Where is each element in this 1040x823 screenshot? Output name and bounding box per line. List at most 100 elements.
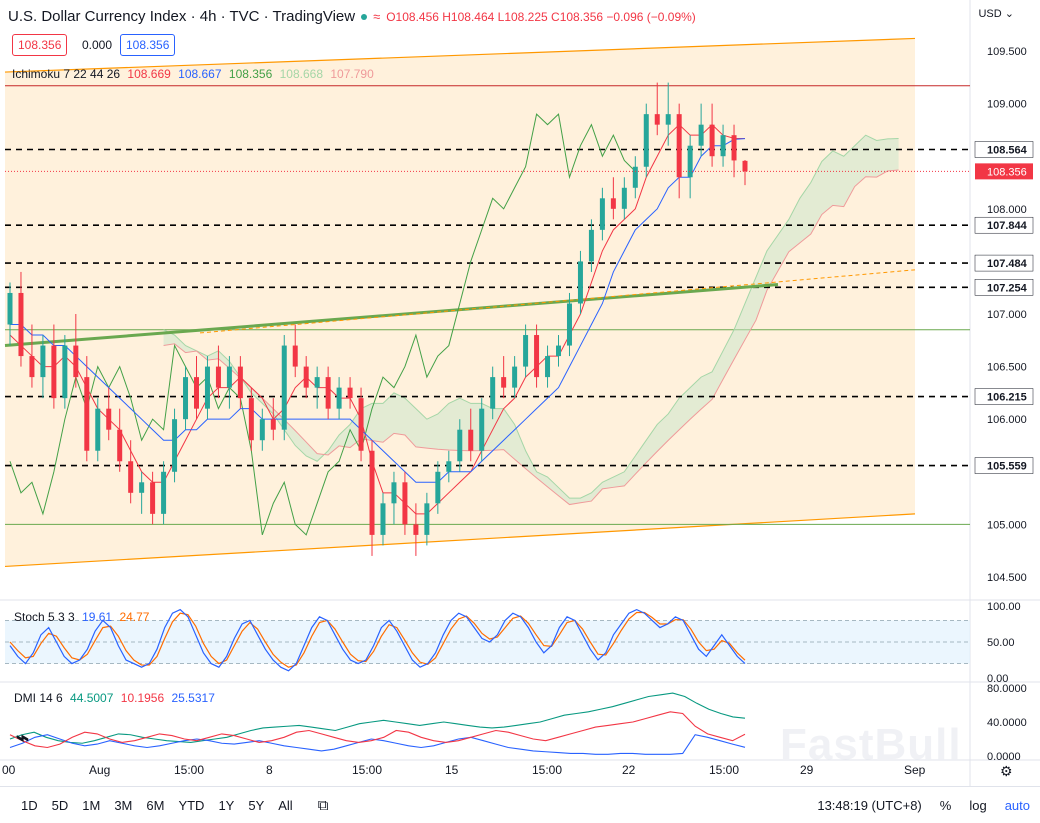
- stoch-d-line: [9, 611, 746, 668]
- ichimoku-legend[interactable]: Ichimoku 7 22 44 26 108.669 108.667 108.…: [12, 67, 374, 81]
- price-axis-tick: 109.000: [987, 99, 1027, 111]
- ichimoku-tenkan: [9, 123, 746, 515]
- candle-body: [698, 124, 704, 146]
- candle-body: [435, 471, 441, 504]
- buy-price-badge[interactable]: 108.356: [120, 34, 176, 56]
- chevron-down-icon: ⌄: [1004, 8, 1014, 20]
- candle-body: [523, 335, 529, 367]
- candle-body: [18, 292, 24, 357]
- candle-body: [336, 387, 342, 409]
- candle-body: [599, 198, 605, 230]
- candle-body: [117, 429, 123, 462]
- dmi-legend[interactable]: DMI 14 6 44.5007 10.1956 25.5317: [14, 691, 215, 705]
- candle-body: [84, 377, 90, 451]
- candle-body: [40, 345, 46, 378]
- timeframe-6m[interactable]: 6M: [146, 797, 165, 813]
- currency-selector[interactable]: USD ⌄: [978, 7, 1014, 20]
- candle-body: [512, 366, 518, 388]
- candle-body: [29, 356, 35, 378]
- candle-body: [248, 398, 254, 441]
- candle-body: [183, 377, 189, 420]
- candle-body: [742, 160, 748, 172]
- price-axis-tick: 106.000: [987, 414, 1027, 426]
- trend-extension: [199, 269, 916, 334]
- chart-header: U.S. Dollar Currency Index · 4h · TVC · …: [8, 8, 696, 25]
- candle-body: [654, 114, 660, 125]
- candle-body: [446, 461, 452, 472]
- candle-body: [62, 345, 68, 399]
- candle-body: [270, 419, 276, 430]
- percent-toggle[interactable]: %: [939, 797, 952, 813]
- stoch-legend[interactable]: Stoch 5 3 3 19.61 24.77: [14, 610, 149, 624]
- level-label-box: [974, 254, 1034, 272]
- sell-price-badge[interactable]: 108.356: [12, 34, 68, 56]
- stoch-k-value: 19.61: [82, 610, 113, 624]
- timeframe-3m[interactable]: 3M: [114, 797, 133, 813]
- bottom-toolbar: 1D 5D 1M 3M 6M YTD 1Y 5Y All ⧉ 13:48:19 (UTC+8) …: [0, 786, 1040, 823]
- candle-body: [259, 419, 265, 441]
- dmi-minus-value: 25.5317: [171, 691, 215, 705]
- level-label-box: [974, 216, 1034, 234]
- candle-body: [7, 292, 13, 325]
- timeframe-5d[interactable]: 5D: [51, 797, 69, 813]
- dmi-axis-tick: 40.0000: [987, 717, 1027, 729]
- candle-body: [709, 124, 715, 157]
- candle-body: [172, 419, 178, 472]
- bottom-toolbar-right: 13:48:19 (UTC+8) % log auto: [817, 798, 1030, 813]
- level-label-box: [974, 457, 1034, 474]
- last-price-box: [975, 163, 1033, 180]
- ichimoku-chikou-value: 108.356: [228, 67, 273, 81]
- candle-body: [193, 377, 199, 409]
- trend-line: [4, 283, 779, 348]
- candle-body: [610, 198, 616, 209]
- last-price-label: 108.356: [987, 166, 1027, 178]
- log-toggle[interactable]: log: [969, 797, 987, 813]
- candle-body: [687, 145, 693, 178]
- dmi-axis-tick: 80.0000: [987, 683, 1027, 695]
- candle-body: [358, 398, 364, 451]
- timeframe-1m[interactable]: 1M: [82, 797, 101, 813]
- ichimoku-tenkan-value: 108.669: [127, 67, 171, 81]
- timeframe-all[interactable]: All: [278, 797, 293, 813]
- chart-title: U.S. Dollar Currency Index · 4h · TVC · …: [8, 8, 356, 25]
- candle-body: [380, 503, 386, 535]
- ichimoku-cloud: [163, 135, 899, 505]
- candle-body: [347, 387, 353, 399]
- level-label-box: [974, 279, 1034, 296]
- time-axis-tick: 15:00: [352, 763, 382, 777]
- time-axis-tick: 29: [800, 763, 814, 777]
- price-axis-tick: 109.500: [987, 46, 1027, 58]
- candle-body: [215, 366, 221, 388]
- date-range-icon[interactable]: ⧉: [317, 796, 329, 814]
- settings-icon: ⚙: [1000, 763, 1013, 779]
- candle-body: [204, 366, 210, 409]
- candle-body: [73, 345, 79, 378]
- stoch-d-value: 24.77: [119, 610, 150, 624]
- time-axis-tick: 00: [2, 763, 16, 777]
- candle-body: [391, 482, 397, 504]
- dmi-di-line: [9, 734, 746, 755]
- timeframe-1d[interactable]: 1D: [21, 797, 38, 813]
- candle-body: [413, 524, 419, 535]
- candle-body: [128, 461, 134, 493]
- stoch-axis-tick: 0.00: [987, 673, 1008, 685]
- time-axis-tick: 15:00: [532, 763, 562, 777]
- chart-canvas[interactable]: 109.500 109.000 108.000 107.000 106.500 106.0…: [0, 0, 1040, 786]
- candle-body: [292, 345, 298, 367]
- timeframe-5y[interactable]: 5Y: [248, 797, 265, 813]
- timeframe-ytd[interactable]: YTD: [178, 797, 205, 813]
- timeframe-buttons: 1D 5D 1M 3M 6M YTD 1Y 5Y All: [0, 798, 300, 813]
- ichimoku-kijun-value: 108.667: [178, 67, 222, 81]
- ichimoku-chikou: [9, 113, 636, 536]
- auto-toggle[interactable]: auto: [1004, 797, 1030, 813]
- dmi-adx-value: 44.5007: [70, 691, 114, 705]
- level-label: 106.215: [987, 392, 1027, 404]
- ohlc-readout: O108.456 H108.464 L108.225 C108.356 −0.0…: [386, 9, 696, 24]
- candle-body: [588, 229, 594, 262]
- candle-body: [468, 429, 474, 451]
- spread-value: 0.000: [82, 38, 113, 52]
- clock-readout[interactable]: 13:48:19 (UTC+8): [817, 797, 922, 813]
- timeframe-1y[interactable]: 1Y: [218, 797, 235, 813]
- price-axis-tick: 106.500: [987, 362, 1027, 374]
- time-axis-tick: Sep: [904, 763, 926, 777]
